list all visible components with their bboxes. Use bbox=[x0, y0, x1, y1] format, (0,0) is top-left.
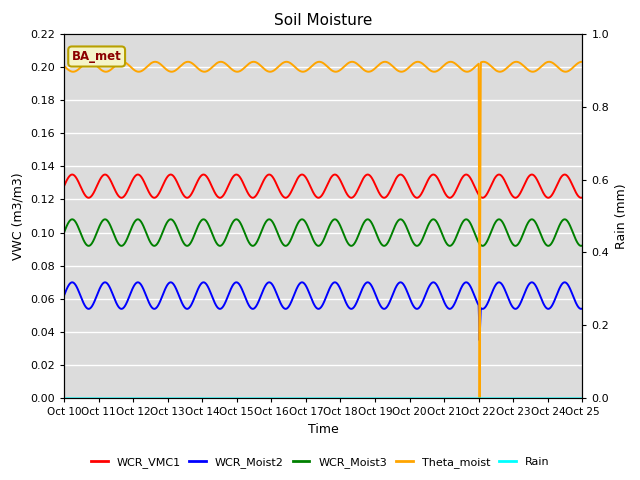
WCR_Moist3 bbox=[259, 225, 267, 231]
WCR_Moist3 bbox=[513, 242, 520, 248]
Theta_moist bbox=[259, 65, 267, 71]
Rain bbox=[282, 396, 289, 401]
WCR_VMC1 bbox=[282, 195, 289, 201]
WCR_VMC1 bbox=[150, 195, 157, 201]
WCR_Moist3 bbox=[282, 243, 289, 249]
Theta_moist bbox=[513, 59, 520, 65]
Line: WCR_Moist3: WCR_Moist3 bbox=[64, 219, 582, 246]
Theta_moist bbox=[476, 396, 483, 401]
Rain bbox=[60, 396, 68, 401]
WCR_VMC1 bbox=[119, 194, 127, 200]
WCR_Moist2 bbox=[569, 292, 577, 298]
WCR_Moist3 bbox=[150, 243, 157, 249]
Y-axis label: Rain (mm): Rain (mm) bbox=[615, 183, 628, 249]
Text: BA_met: BA_met bbox=[72, 50, 122, 63]
WCR_Moist2 bbox=[259, 288, 267, 294]
Line: Theta_moist: Theta_moist bbox=[64, 62, 582, 398]
Theta_moist bbox=[282, 59, 289, 65]
WCR_Moist3 bbox=[60, 230, 68, 236]
WCR_Moist2 bbox=[282, 306, 289, 312]
WCR_Moist2 bbox=[331, 279, 339, 285]
WCR_VMC1 bbox=[331, 172, 339, 178]
WCR_Moist2 bbox=[150, 306, 157, 312]
WCR_Moist3 bbox=[569, 229, 577, 235]
WCR_Moist2 bbox=[579, 306, 586, 312]
WCR_Moist2 bbox=[60, 293, 68, 299]
Theta_moist bbox=[579, 59, 586, 65]
WCR_VMC1 bbox=[60, 183, 68, 189]
WCR_Moist3 bbox=[119, 242, 127, 248]
WCR_Moist2 bbox=[476, 337, 483, 343]
Theta_moist bbox=[569, 65, 577, 71]
WCR_VMC1 bbox=[315, 195, 323, 201]
Line: WCR_VMC1: WCR_VMC1 bbox=[64, 175, 582, 198]
Y-axis label: VWC (m3/m3): VWC (m3/m3) bbox=[12, 172, 24, 260]
WCR_VMC1 bbox=[579, 194, 586, 200]
WCR_Moist2 bbox=[513, 306, 520, 312]
Rain bbox=[513, 396, 520, 401]
WCR_VMC1 bbox=[259, 180, 267, 185]
Legend: WCR_VMC1, WCR_Moist2, WCR_Moist3, Theta_moist, Rain: WCR_VMC1, WCR_Moist2, WCR_Moist3, Theta_… bbox=[86, 452, 554, 472]
WCR_Moist3 bbox=[315, 243, 323, 249]
Rain bbox=[568, 396, 576, 401]
Theta_moist bbox=[119, 59, 127, 65]
Rain bbox=[259, 396, 267, 401]
Theta_moist bbox=[60, 63, 68, 69]
WCR_Moist3 bbox=[579, 242, 586, 248]
Rain bbox=[579, 396, 586, 401]
Theta_moist bbox=[316, 59, 323, 65]
Rain bbox=[150, 396, 157, 401]
Line: WCR_Moist2: WCR_Moist2 bbox=[64, 282, 582, 340]
WCR_Moist3 bbox=[331, 216, 339, 222]
Title: Soil Moisture: Soil Moisture bbox=[274, 13, 372, 28]
X-axis label: Time: Time bbox=[308, 423, 339, 436]
Rain bbox=[119, 396, 127, 401]
WCR_VMC1 bbox=[569, 182, 577, 188]
Theta_moist bbox=[150, 59, 157, 65]
WCR_VMC1 bbox=[513, 194, 520, 200]
WCR_Moist2 bbox=[119, 305, 127, 311]
